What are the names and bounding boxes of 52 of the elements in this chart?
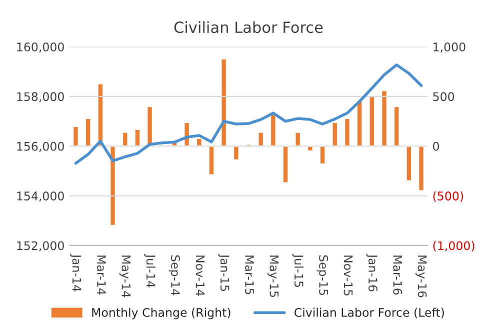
bar — [84, 118, 92, 147]
bar — [122, 132, 129, 147]
x-tick-label: Sep-15 — [316, 255, 328, 296]
bar — [344, 118, 351, 147]
y-tick-label: 158,000 — [17, 92, 64, 102]
x-tick-label: Mar-15 — [245, 256, 254, 294]
y2-tick-label: 1,000 — [434, 42, 466, 53]
x-tick-label: Jan-16 — [366, 254, 378, 292]
line-series — [74, 64, 423, 165]
x-tick-label: May-14 — [119, 256, 130, 298]
x-tick-label: Sep-14 — [168, 255, 180, 296]
y-tick-label: 154,000 — [17, 192, 64, 202]
bar — [232, 145, 240, 161]
bar — [368, 96, 376, 147]
y-tick-label: 156,000 — [17, 142, 64, 152]
bar — [257, 132, 264, 147]
x-tick-label: Jan-15 — [218, 254, 230, 291]
bar — [405, 145, 412, 182]
bar — [380, 90, 388, 147]
y-tick-label: 152,000 — [17, 241, 64, 252]
bar — [294, 132, 302, 147]
bar — [134, 128, 141, 147]
x-tick-label: Nov-15 — [344, 256, 353, 296]
x-tick-label: May-15 — [267, 256, 279, 297]
bar — [393, 106, 400, 147]
bar — [196, 137, 203, 147]
y2-tick-label: 500 — [433, 92, 454, 102]
y-tick-label: 160,000 — [17, 42, 64, 53]
bar — [319, 145, 326, 165]
x-tick-label: Jul-15 — [292, 254, 304, 288]
bar — [306, 145, 314, 152]
bar — [208, 145, 215, 176]
bar — [96, 82, 104, 147]
y2-tick-label: (500) — [433, 191, 464, 202]
y2-tick-label: 0 — [433, 142, 440, 151]
bar — [331, 122, 338, 147]
x-tick-label: Nov-14 — [196, 256, 204, 296]
y2-tick-label: (1,000) — [433, 241, 474, 252]
x-tick-label: Mar-14 — [97, 256, 106, 295]
legend-label: Monthly Change (Right) — [92, 308, 230, 320]
bar — [282, 145, 289, 184]
x-tick-label: May-16 — [416, 256, 427, 298]
legend-label: Civilian Labor Force (Left) — [294, 308, 444, 318]
chart-title: Civilian Labor Force — [174, 21, 323, 34]
x-tick-label: Jan-14 — [70, 254, 82, 292]
x-tick-label: Jul-14 — [144, 254, 156, 288]
bar — [220, 58, 228, 147]
x-tick-label: Mar-16 — [393, 256, 402, 295]
bar — [418, 145, 425, 192]
bar — [270, 114, 277, 147]
bar — [72, 126, 80, 147]
bar — [356, 100, 364, 147]
